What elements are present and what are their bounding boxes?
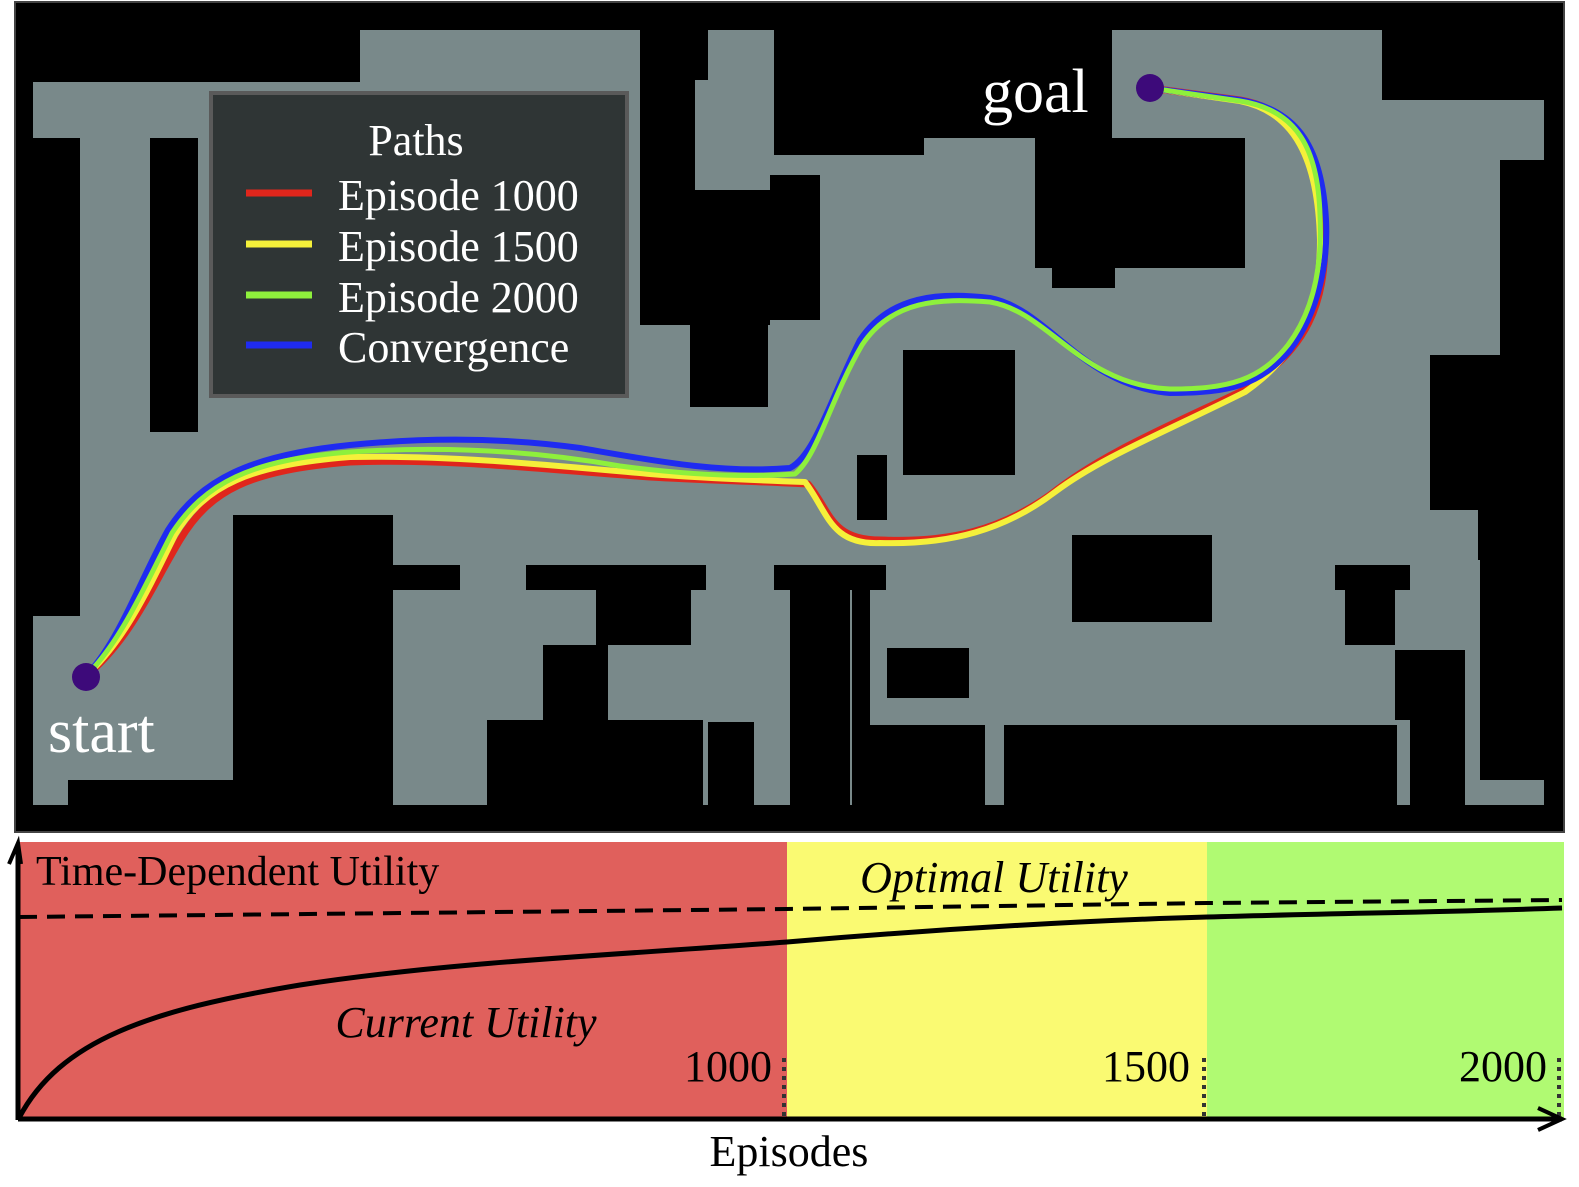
utility-panel: 1000 1500 2000 Time-Dependent Utility Op… (7, 835, 1567, 1176)
phase-region-1500 (787, 842, 1207, 1120)
start-label: start (48, 698, 155, 766)
x-axis-label: Episodes (710, 1127, 869, 1176)
current-utility-label: Current Utility (335, 998, 597, 1047)
optimal-utility-label: Optimal Utility (860, 853, 1128, 902)
current-utility-curve (16, 905, 1563, 1120)
legend-title: Paths (368, 116, 463, 165)
goal-label: goal (982, 58, 1089, 126)
start-marker (72, 663, 100, 691)
legend-label-episode-1500: Episode 1500 (338, 222, 579, 271)
marker-label-1000: 1000 (684, 1042, 772, 1091)
marker-label-1500: 1500 (1102, 1042, 1190, 1091)
phase-region-2000 (1207, 842, 1564, 1120)
map-panel: start goal Paths Episode 1000 Episode 15… (14, 1, 1565, 833)
legend-label-convergence: Convergence (338, 323, 569, 372)
phase-region-1000 (17, 842, 787, 1120)
goal-marker (1136, 74, 1164, 102)
legend-label-episode-2000: Episode 2000 (338, 273, 579, 322)
y-axis-label: Time-Dependent Utility (36, 849, 439, 895)
path-convergence (83, 85, 1330, 679)
legend: Paths Episode 1000 Episode 1500 Episode … (209, 91, 629, 398)
x-axis-arrow (1537, 1106, 1567, 1132)
y-axis-arrow (7, 835, 23, 865)
legend-label-episode-1000: Episode 1000 (338, 171, 579, 220)
marker-label-2000: 2000 (1459, 1042, 1547, 1091)
obstacles (33, 80, 1545, 805)
path-episode-2000 (83, 85, 1323, 679)
paths (82, 84, 1330, 680)
